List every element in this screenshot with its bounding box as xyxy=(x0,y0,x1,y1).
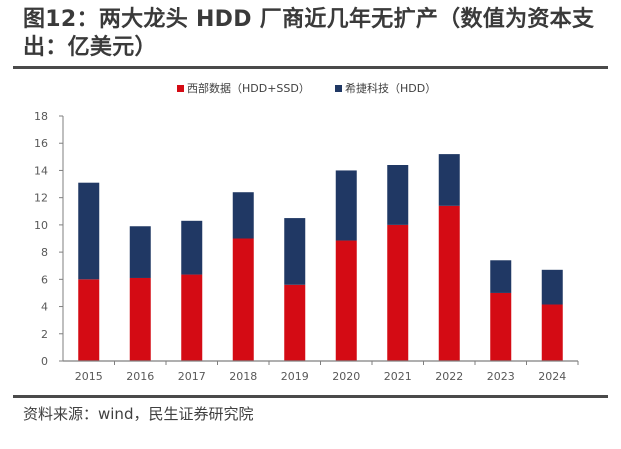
x-tick-label: 2017 xyxy=(178,370,206,383)
bar-segment-wdc xyxy=(490,292,512,361)
bar-segment-seagate xyxy=(387,165,409,225)
figure-title: 图12：两大龙头 HDD 厂商近几年无扩产（数值为资本支出：亿美元） xyxy=(23,7,595,60)
x-tick-label: 2019 xyxy=(281,370,309,383)
bar-segment-seagate xyxy=(78,182,100,280)
y-axis: 0 2 4 6 8 10 12 14 16 18 xyxy=(34,110,64,368)
bar-segment-seagate xyxy=(284,218,306,285)
y-tick-label: 18 xyxy=(34,110,48,123)
y-tick-label: 16 xyxy=(34,137,48,150)
bars xyxy=(78,154,563,361)
legend-swatch xyxy=(177,85,184,92)
bar-segment-wdc xyxy=(335,240,357,361)
bar-segment-wdc xyxy=(181,274,203,361)
bar-segment-seagate xyxy=(335,170,357,241)
legend-swatch xyxy=(335,85,342,92)
x-tick-label: 2016 xyxy=(126,370,154,383)
x-tick-label: 2018 xyxy=(229,370,257,383)
bar-segment-wdc xyxy=(129,277,151,361)
y-tick-label: 6 xyxy=(41,273,48,286)
y-tick-label: 8 xyxy=(41,246,48,259)
y-tick-label: 0 xyxy=(41,355,48,368)
y-tick-label: 14 xyxy=(34,164,48,177)
x-tick-label: 2022 xyxy=(435,370,463,383)
bar-segment-wdc xyxy=(438,205,460,361)
bar-segment-seagate xyxy=(181,220,203,275)
bar-segment-wdc xyxy=(232,238,254,361)
y-tick-label: 12 xyxy=(34,192,48,205)
x-axis: 2015 2016 2017 2018 2019 2020 2021 2022 2023 2024 xyxy=(63,360,579,383)
x-tick-label: 2015 xyxy=(75,370,103,383)
title-divider xyxy=(13,66,608,69)
bar-segment-seagate xyxy=(541,269,563,305)
x-tick-label: 2020 xyxy=(332,370,360,383)
y-tick-label: 4 xyxy=(41,301,48,314)
bar-segment-seagate xyxy=(129,226,151,278)
legend: 西部数据（HDD+SSD） 希捷科技（HDD） xyxy=(177,81,436,95)
source-note: 资料来源：wind，民生证券研究院 xyxy=(23,405,254,423)
source-divider xyxy=(13,395,608,398)
legend-label: 希捷科技（HDD） xyxy=(345,81,436,95)
bar-segment-seagate xyxy=(232,192,254,239)
bar-segment-wdc xyxy=(541,304,563,361)
bar-segment-wdc xyxy=(78,279,100,361)
bar-segment-seagate xyxy=(490,260,512,293)
x-tick-label: 2023 xyxy=(487,370,515,383)
x-tick-label: 2021 xyxy=(384,370,412,383)
bar-segment-wdc xyxy=(284,284,306,361)
legend-label: 西部数据（HDD+SSD） xyxy=(187,81,310,95)
y-tick-label: 10 xyxy=(34,219,48,232)
bar-segment-seagate xyxy=(438,154,460,206)
x-tick-label: 2024 xyxy=(538,370,566,383)
bar-segment-wdc xyxy=(387,224,409,361)
y-tick-label: 2 xyxy=(41,328,48,341)
